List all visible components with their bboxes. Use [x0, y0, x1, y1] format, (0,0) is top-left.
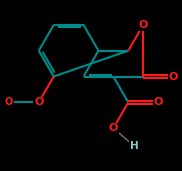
Text: O: O — [168, 71, 178, 82]
Text: O: O — [34, 97, 43, 107]
Text: O: O — [109, 123, 118, 133]
Text: O: O — [139, 20, 148, 30]
Text: H: H — [130, 141, 139, 151]
Text: O: O — [153, 97, 163, 107]
Text: O: O — [5, 97, 13, 107]
